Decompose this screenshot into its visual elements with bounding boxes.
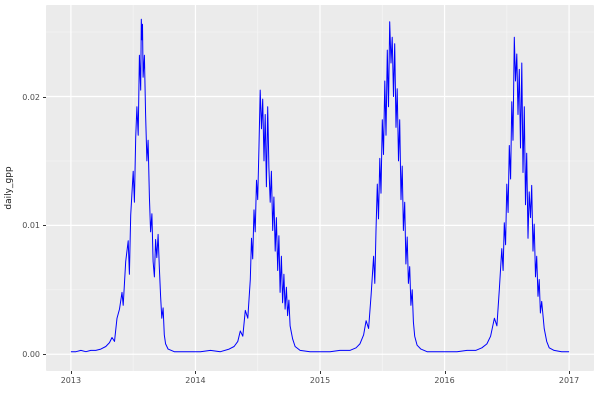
- y-tick-label: 0.02: [22, 92, 40, 102]
- x-tick-mark: [569, 371, 571, 374]
- y-tick-label: 0.00: [22, 350, 40, 360]
- plot-panel: [46, 5, 594, 371]
- y-tick-label: 0.01: [22, 221, 40, 231]
- line-chart: [46, 5, 594, 371]
- x-tick-label: 2014: [185, 376, 206, 385]
- x-tick-label: 2013: [60, 376, 82, 385]
- daily-gpp-line: [70, 18, 570, 353]
- x-tick-label: 2016: [434, 376, 455, 385]
- x-tick-mark: [444, 371, 446, 374]
- x-tick-label: 2017: [558, 376, 580, 385]
- y-tick-mark: [43, 96, 46, 98]
- x-tick-mark: [195, 371, 197, 374]
- x-tick-mark: [320, 371, 321, 374]
- x-tick-label: 2015: [309, 376, 331, 385]
- y-axis-title: daily_gpp: [4, 166, 14, 210]
- y-tick-mark: [43, 354, 46, 356]
- y-tick-mark: [43, 225, 46, 227]
- x-tick-mark: [70, 371, 72, 374]
